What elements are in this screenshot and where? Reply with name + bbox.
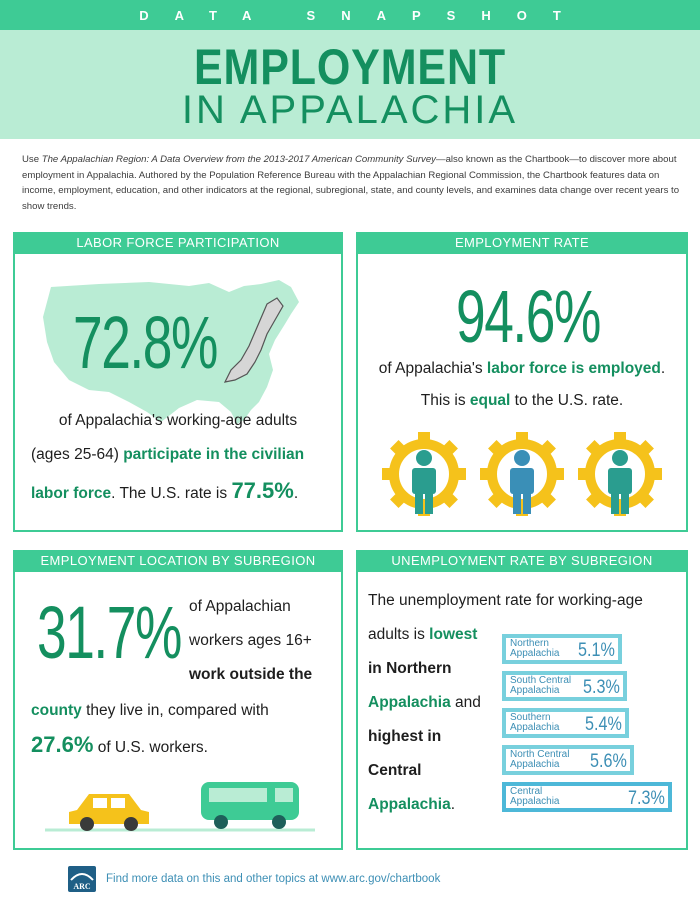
employment-line2: This is equal to the U.S. rate. (420, 392, 624, 409)
unemp-line7: Appalachia. (368, 796, 456, 813)
bus-icon (201, 782, 299, 829)
panel-heading: EMPLOYMENT RATE (356, 232, 688, 254)
svg-text:ARC: ARC (73, 882, 91, 891)
us-map-icon (43, 280, 299, 424)
employment-rate-panel: EMPLOYMENT RATE 94.6% of Appalachia's la… (356, 232, 688, 532)
footer-link[interactable]: Find more data on this and other topics … (106, 873, 441, 885)
labor-line3: labor force. The U.S. rate is 77.5%. (31, 478, 299, 503)
panel-heading: LABOR FORCE PARTICIPATION (13, 232, 343, 254)
footer: ARC Find more data on this and other top… (68, 864, 668, 894)
arc-logo: ARC (68, 866, 96, 892)
panel-heading: EMPLOYMENT LOCATION BY SUBREGION (13, 550, 343, 572)
location-line2: workers ages 16+ (189, 632, 312, 649)
location-value: 31.7% (37, 591, 182, 674)
page-subtitle: IN APPALACHIA (181, 88, 519, 132)
page-title: EMPLOYMENT (193, 39, 506, 95)
bar-value-label: 5.3% (583, 677, 620, 698)
unemp-line6: Central (368, 762, 422, 779)
taxi-icon (69, 794, 149, 831)
bar-value-label: 5.1% (578, 640, 615, 661)
workers-gears-icon (382, 432, 662, 516)
location-line4: county they live in, compared with (31, 702, 269, 719)
bar-value-label: 5.4% (585, 714, 622, 735)
employment-location-panel: EMPLOYMENT LOCATION BY SUBREGION 31.7% o… (13, 550, 343, 850)
unemp-line5: highest in (368, 728, 442, 745)
location-line5: 27.6% of U.S. workers. (31, 732, 208, 757)
unemployment-bar-chart: Northern Appalachia 5.1% South Central Appal… (502, 634, 686, 834)
unemployment-bar: North Central Appalachia 5.6% (502, 745, 634, 775)
labor-line1: of Appalachia's working-age adults (58, 412, 298, 429)
unemployment-bar: Southern Appalachia 5.4% (502, 708, 629, 738)
bar-subregion-label: Southern Appalachia (510, 712, 560, 733)
labor-value: 72.8% (73, 301, 218, 384)
location-line1: of Appalachian (189, 598, 291, 615)
bar-subregion-label: Northern Appalachia (510, 638, 560, 659)
top-band: DATA SNAPSHOT (0, 0, 700, 30)
bar-subregion-label: Central Appalachia (510, 786, 560, 807)
unemp-line3: in Northern (368, 660, 452, 677)
intro-paragraph: Use The Appalachian Region: A Data Overv… (22, 154, 680, 212)
bar-value-label: 7.3% (628, 788, 665, 809)
labor-force-panel: LABOR FORCE PARTICIPATION 72.8% of Appal… (13, 232, 343, 532)
kicker: DATA SNAPSHOT (139, 7, 587, 23)
unemployment-bar: South Central Appalachia 5.3% (502, 671, 627, 701)
unemp-line4: Appalachia and (368, 694, 481, 711)
unemployment-bar: Northern Appalachia 5.1% (502, 634, 622, 664)
unemp-line1: The unemployment rate for working-age (368, 592, 643, 609)
bar-subregion-label: North Central Appalachia (510, 749, 570, 770)
unemployment-bar: Central Appalachia 7.3% (502, 782, 672, 812)
bar-subregion-label: South Central Appalachia (510, 675, 572, 696)
employment-line1: of Appalachia's labor force is employed. (378, 360, 666, 377)
chartbook-title: The Appalachian Region: A Data Overview … (41, 154, 436, 165)
panel-heading: UNEMPLOYMENT RATE BY SUBREGION (356, 550, 688, 572)
header: EMPLOYMENT IN APPALACHIA (0, 30, 700, 139)
unemp-line2: adults is lowest (368, 626, 478, 643)
bar-value-label: 5.6% (590, 751, 627, 772)
location-line3: work outside the (189, 666, 313, 683)
employment-value: 94.6% (456, 275, 601, 358)
car-and-bus-icon (45, 782, 315, 832)
unemployment-panel: UNEMPLOYMENT RATE BY SUBREGION The unemp… (356, 550, 688, 850)
gear-icon (382, 432, 466, 516)
labor-line2: (ages 25-64) participate in the civilian (31, 446, 305, 463)
